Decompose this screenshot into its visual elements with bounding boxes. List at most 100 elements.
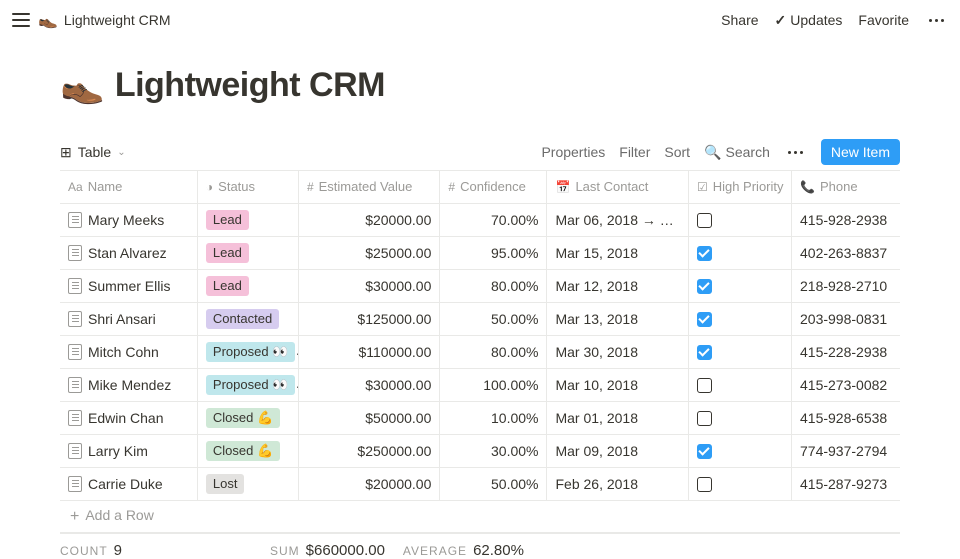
cell-confidence[interactable]: 70.00% <box>440 203 547 236</box>
table-row[interactable]: Larry KimClosed 💪$250000.0030.00%Mar 09,… <box>60 434 900 467</box>
cell-last-contact[interactable]: Mar 01, 2018 <box>547 401 688 434</box>
new-item-button[interactable]: New Item <box>821 139 900 165</box>
table-row[interactable]: Summer EllisLead$30000.0080.00%Mar 12, 2… <box>60 269 900 302</box>
cell-priority[interactable] <box>688 203 791 236</box>
cell-value[interactable]: $25000.00 <box>298 236 439 269</box>
cell-status[interactable]: Closed 💪 <box>197 401 298 434</box>
cell-priority[interactable] <box>688 368 791 401</box>
cell-phone[interactable]: 203-998-0831 <box>792 302 901 335</box>
priority-checkbox[interactable] <box>697 279 712 294</box>
more-icon[interactable] <box>925 15 948 26</box>
cell-last-contact[interactable]: Mar 10, 2018 <box>547 368 688 401</box>
cell-phone[interactable]: 774-937-2794 <box>792 434 901 467</box>
cell-name[interactable]: Summer Ellis <box>60 269 197 302</box>
cell-status[interactable]: Proposed 👀 <box>197 335 298 368</box>
view-more-icon[interactable] <box>784 147 807 158</box>
cell-phone[interactable]: 415-287-9273 <box>792 467 901 500</box>
column-header-value[interactable]: #Estimated Value <box>298 171 439 203</box>
priority-checkbox[interactable] <box>697 246 712 261</box>
cell-priority[interactable] <box>688 269 791 302</box>
cell-status[interactable]: Lead <box>197 236 298 269</box>
cell-phone[interactable]: 402-263-8837 <box>792 236 901 269</box>
cell-name[interactable]: Shri Ansari <box>60 302 197 335</box>
table-row[interactable]: Shri AnsariContacted$125000.0050.00%Mar … <box>60 302 900 335</box>
cell-name[interactable]: Larry Kim <box>60 434 197 467</box>
cell-value[interactable]: $110000.00 <box>298 335 439 368</box>
cell-name[interactable]: Stan Alvarez <box>60 236 197 269</box>
cell-priority[interactable] <box>688 236 791 269</box>
table-row[interactable]: Mike MendezProposed 👀$30000.00100.00%Mar… <box>60 368 900 401</box>
cell-phone[interactable]: 415-228-2938 <box>792 335 901 368</box>
cell-confidence[interactable]: 100.00% <box>440 368 547 401</box>
sort-button[interactable]: Sort <box>664 144 690 160</box>
cell-last-contact[interactable]: Mar 13, 2018 <box>547 302 688 335</box>
table-row[interactable]: Stan AlvarezLead$25000.0095.00%Mar 15, 2… <box>60 236 900 269</box>
cell-last-contact[interactable]: Mar 30, 2018 <box>547 335 688 368</box>
breadcrumb[interactable]: 👞 Lightweight CRM <box>38 10 171 30</box>
cell-value[interactable]: $20000.00 <box>298 203 439 236</box>
updates-button[interactable]: Updates <box>775 12 843 29</box>
cell-last-contact[interactable]: Feb 26, 2018 <box>547 467 688 500</box>
add-row-button[interactable]: +Add a Row <box>60 500 900 532</box>
search-button[interactable]: 🔍Search <box>704 144 770 161</box>
cell-confidence[interactable]: 80.00% <box>440 335 547 368</box>
priority-checkbox[interactable] <box>697 444 712 459</box>
column-header-status[interactable]: ◑Status <box>197 171 298 203</box>
table-row[interactable]: Mary MeeksLead$20000.0070.00%Mar 06, 201… <box>60 203 900 236</box>
cell-name[interactable]: Mary Meeks <box>60 203 197 236</box>
cell-status[interactable]: Lead <box>197 269 298 302</box>
cell-last-contact[interactable]: Mar 15, 2018 <box>547 236 688 269</box>
cell-name[interactable]: Mike Mendez <box>60 368 197 401</box>
priority-checkbox[interactable] <box>697 345 712 360</box>
column-header-phone[interactable]: 📞Phone <box>792 171 901 203</box>
cell-status[interactable]: Lead <box>197 203 298 236</box>
table-row[interactable]: Carrie DukeLost$20000.0050.00%Feb 26, 20… <box>60 467 900 500</box>
page-emoji[interactable]: 👞 <box>60 64 105 106</box>
cell-value[interactable]: $20000.00 <box>298 467 439 500</box>
cell-last-contact[interactable]: Mar 09, 2018 <box>547 434 688 467</box>
priority-checkbox[interactable] <box>697 477 712 492</box>
cell-value[interactable]: $50000.00 <box>298 401 439 434</box>
cell-name[interactable]: Carrie Duke <box>60 467 197 500</box>
column-header-name[interactable]: AaName <box>60 171 197 203</box>
menu-icon[interactable] <box>12 13 30 27</box>
cell-name[interactable]: Mitch Cohn <box>60 335 197 368</box>
cell-priority[interactable] <box>688 434 791 467</box>
priority-checkbox[interactable] <box>697 312 712 327</box>
favorite-button[interactable]: Favorite <box>858 12 909 28</box>
table-row[interactable]: Edwin ChanClosed 💪$50000.0010.00%Mar 01,… <box>60 401 900 434</box>
cell-phone[interactable]: 415-273-0082 <box>792 368 901 401</box>
cell-last-contact[interactable]: Mar 06, 2018 → Mar 0 <box>547 203 688 236</box>
priority-checkbox[interactable] <box>697 378 712 393</box>
cell-priority[interactable] <box>688 335 791 368</box>
column-header-priority[interactable]: ☑High Priority <box>688 171 791 203</box>
cell-name[interactable]: Edwin Chan <box>60 401 197 434</box>
cell-value[interactable]: $125000.00 <box>298 302 439 335</box>
cell-confidence[interactable]: 50.00% <box>440 302 547 335</box>
cell-confidence[interactable]: 50.00% <box>440 467 547 500</box>
filter-button[interactable]: Filter <box>619 144 650 160</box>
share-button[interactable]: Share <box>721 12 758 28</box>
cell-priority[interactable] <box>688 401 791 434</box>
cell-phone[interactable]: 415-928-6538 <box>792 401 901 434</box>
cell-status[interactable]: Contacted <box>197 302 298 335</box>
cell-value[interactable]: $250000.00 <box>298 434 439 467</box>
properties-button[interactable]: Properties <box>541 144 605 160</box>
cell-status[interactable]: Proposed 👀 <box>197 368 298 401</box>
table-row[interactable]: Mitch CohnProposed 👀$110000.0080.00%Mar … <box>60 335 900 368</box>
cell-confidence[interactable]: 95.00% <box>440 236 547 269</box>
cell-priority[interactable] <box>688 467 791 500</box>
cell-confidence[interactable]: 80.00% <box>440 269 547 302</box>
cell-phone[interactable]: 218-928-2710 <box>792 269 901 302</box>
cell-last-contact[interactable]: Mar 12, 2018 <box>547 269 688 302</box>
cell-confidence[interactable]: 30.00% <box>440 434 547 467</box>
view-switcher[interactable]: ⊞ Table ⌄ <box>60 144 126 161</box>
cell-status[interactable]: Lost <box>197 467 298 500</box>
priority-checkbox[interactable] <box>697 213 712 228</box>
column-header-confidence[interactable]: #Confidence <box>440 171 547 203</box>
cell-confidence[interactable]: 10.00% <box>440 401 547 434</box>
cell-priority[interactable] <box>688 302 791 335</box>
column-header-last[interactable]: 📅Last Contact <box>547 171 688 203</box>
priority-checkbox[interactable] <box>697 411 712 426</box>
cell-status[interactable]: Closed 💪 <box>197 434 298 467</box>
